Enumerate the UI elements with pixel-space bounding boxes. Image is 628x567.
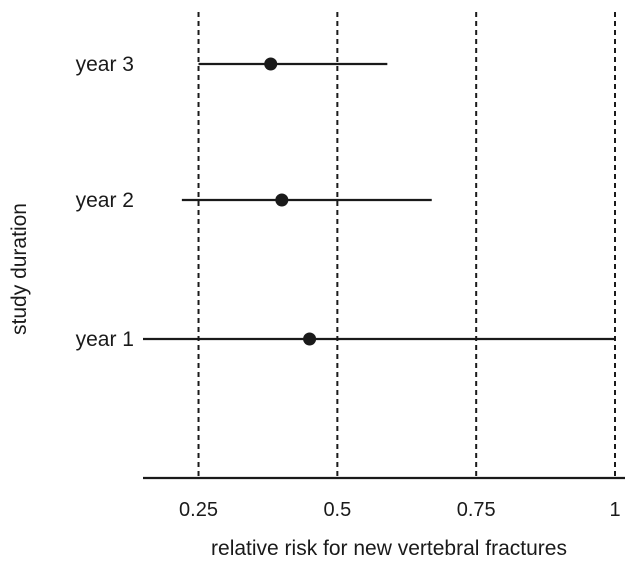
- point-estimate-marker: [275, 193, 289, 207]
- point-estimates: [264, 57, 317, 346]
- point-estimate-marker: [264, 57, 278, 71]
- category-labels: year 3 year 2 year 1: [76, 53, 134, 351]
- x-tick-label: 0.75: [457, 499, 496, 521]
- point-estimate-marker: [303, 332, 317, 346]
- category-label: year 1: [76, 328, 134, 351]
- category-label: year 2: [76, 189, 134, 212]
- confidence-intervals: [143, 62, 615, 341]
- x-axis-title: relative risk for new vertebral fracture…: [211, 537, 567, 560]
- category-label: year 3: [76, 53, 134, 76]
- x-tick-label: 0.25: [179, 499, 218, 521]
- x-tick-labels: 0.25 0.5 0.75 1: [179, 499, 621, 521]
- x-tick-label: 1: [609, 499, 620, 521]
- x-tick-label: 0.5: [323, 499, 351, 521]
- y-axis-title: study duration: [8, 203, 31, 335]
- grid-lines: [197, 12, 616, 478]
